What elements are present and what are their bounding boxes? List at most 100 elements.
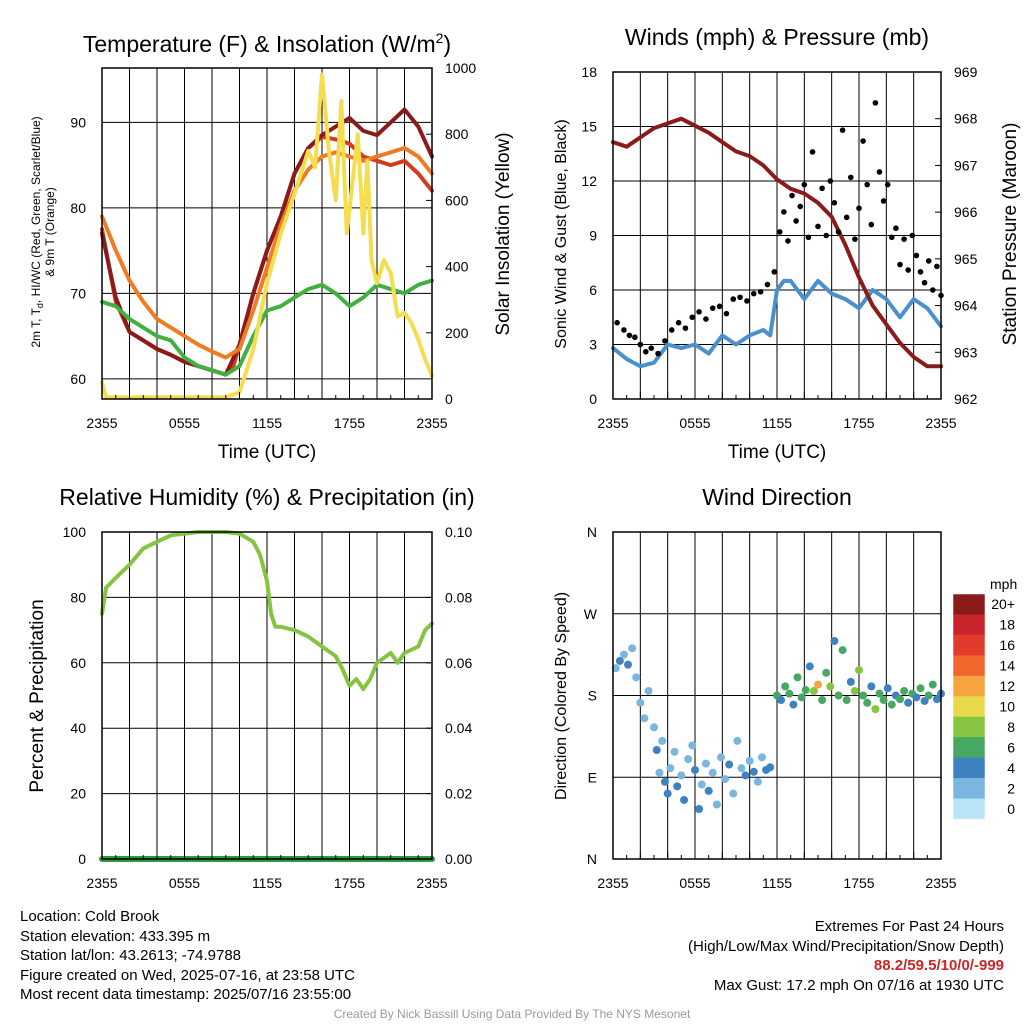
- wind-direction-point: [920, 696, 929, 705]
- wind-direction-point: [666, 764, 675, 773]
- rh-series-line: [100, 530, 434, 691]
- colorbar-swatch: [953, 634, 985, 656]
- gust-point: [823, 232, 829, 239]
- wind-y2-tick-label: 967: [954, 157, 978, 173]
- wind-direction-point: [859, 691, 868, 700]
- gust-point: [819, 185, 825, 192]
- wind-direction-point: [660, 777, 669, 786]
- wdir-x-tick-label: 0555: [679, 875, 710, 891]
- wdir-y-tick-label: N: [587, 524, 597, 540]
- wind-direction-point: [805, 662, 814, 671]
- colorbar-swatch: [953, 757, 985, 779]
- wind-direction-point: [644, 686, 653, 695]
- extremes-info: Extremes For Past 24 Hours (High/Low/Max…: [688, 917, 1004, 995]
- wind-y-tick-label: 6: [589, 282, 597, 298]
- temp-y-tick-label: 90: [70, 114, 86, 130]
- gust-point: [889, 234, 895, 241]
- wind-direction-point: [688, 741, 697, 750]
- wdir-x-tick-label: 2355: [597, 875, 628, 891]
- wind-direction-point: [928, 680, 937, 689]
- credit-line: Created By Nick Bassill Using Data Provi…: [333, 1007, 691, 1021]
- wind-direction-point: [670, 747, 679, 756]
- wind-direction-point: [704, 786, 713, 795]
- temp-y2-tick-label: 0: [445, 391, 453, 407]
- gust-point: [785, 238, 791, 244]
- rh-y2-tick-label: 0.00: [445, 851, 472, 867]
- wind-direction-chart-title: Wind Direction: [702, 484, 852, 510]
- colorbar-swatch: [953, 594, 985, 615]
- gust-point: [831, 200, 838, 206]
- wdir-y-tick-label: E: [588, 769, 597, 785]
- temperature-x-axis-label: Time (UTC): [218, 442, 317, 463]
- wind-direction-point: [842, 696, 851, 705]
- wind-y-tick-label: 9: [589, 228, 597, 244]
- wind-direction-point: [785, 689, 794, 698]
- wind-direction-point: [826, 682, 835, 691]
- gust-point: [703, 316, 709, 322]
- wind-direction-point: [793, 673, 802, 682]
- rh-y2-tick-label: 0.10: [445, 524, 472, 540]
- gust-point: [668, 327, 675, 333]
- gust-point: [884, 181, 891, 188]
- insolation-y-axis-label: Solar Insolation (Yellow): [493, 132, 514, 335]
- gust-point: [897, 261, 903, 268]
- gust-point: [856, 205, 862, 212]
- wind-direction-point: [846, 677, 855, 686]
- wdir-y-tick-label: S: [588, 688, 597, 704]
- gust-point: [655, 350, 661, 357]
- wind-direction-point: [797, 693, 806, 702]
- wind-direction-point: [652, 746, 661, 754]
- wind-direction-point: [777, 696, 786, 705]
- rh-x-tick-label: 0555: [169, 875, 200, 891]
- wind-direction-point: [677, 771, 686, 780]
- gust-point: [637, 341, 644, 348]
- wind-y2-tick-label: 962: [954, 391, 978, 407]
- wind-y-tick-label: 12: [581, 173, 597, 189]
- gust-point: [696, 309, 702, 315]
- gust-point: [776, 229, 783, 235]
- gust-point: [827, 178, 834, 184]
- gust-point: [835, 229, 842, 235]
- rh-y2-tick-label: 0.08: [445, 589, 472, 605]
- wind-x-tick-label: 1155: [762, 415, 792, 431]
- recent-data-timestamp: Most recent data timestamp: 2025/07/16 2…: [20, 986, 352, 1004]
- wind-direction-point: [737, 764, 746, 773]
- humidity-chart-title: Relative Humidity (%) & Precipitation (i…: [59, 484, 474, 510]
- wind-y-tick-label: 3: [589, 337, 597, 353]
- gust-point: [675, 319, 682, 326]
- gust-point: [843, 214, 850, 221]
- gust-point: [809, 149, 816, 155]
- gust-point: [626, 332, 633, 339]
- wind-direction-point: [650, 723, 658, 732]
- gust-point: [893, 225, 899, 232]
- wind-y2-tick-label: 965: [954, 251, 978, 267]
- temp-y-tick-label: 60: [70, 371, 86, 387]
- gust-point: [716, 303, 723, 310]
- wind-direction-point: [896, 695, 904, 704]
- rh-y-tick-label: 60: [70, 655, 86, 671]
- rh-x-tick-label: 1755: [334, 875, 365, 891]
- gust-point: [621, 327, 627, 333]
- wind-direction-point: [729, 789, 738, 798]
- rh-x-tick-label: 2355: [416, 875, 447, 891]
- wind-y-tick-label: 18: [581, 64, 597, 80]
- wind-x-tick-label: 2355: [925, 415, 956, 431]
- gust-point: [860, 138, 866, 144]
- gust-point: [905, 267, 911, 273]
- wind-direction-point: [628, 644, 637, 653]
- extremes-subheading: (High/Low/Max Wind/Precipitation/Snow De…: [688, 937, 1004, 955]
- temp-series-line: [100, 146, 434, 360]
- gust-point: [632, 334, 638, 341]
- colorbar-label: 8: [1007, 719, 1015, 735]
- wind-direction-point: [838, 646, 847, 655]
- wind-direction-point: [619, 650, 628, 659]
- gust-point: [648, 345, 655, 351]
- station-latlon: Station lat/lon: 43.2613; -74.9788: [20, 947, 242, 965]
- gust-point: [750, 290, 757, 297]
- humidity-panel: 2355 0555 1155 1755 23550204060801000.000.02…: [27, 484, 475, 891]
- wind-x-tick-label: 1755: [843, 415, 874, 431]
- rh-y-tick-label: 40: [70, 720, 86, 736]
- wdir-x-tick-label: 1755: [843, 875, 874, 891]
